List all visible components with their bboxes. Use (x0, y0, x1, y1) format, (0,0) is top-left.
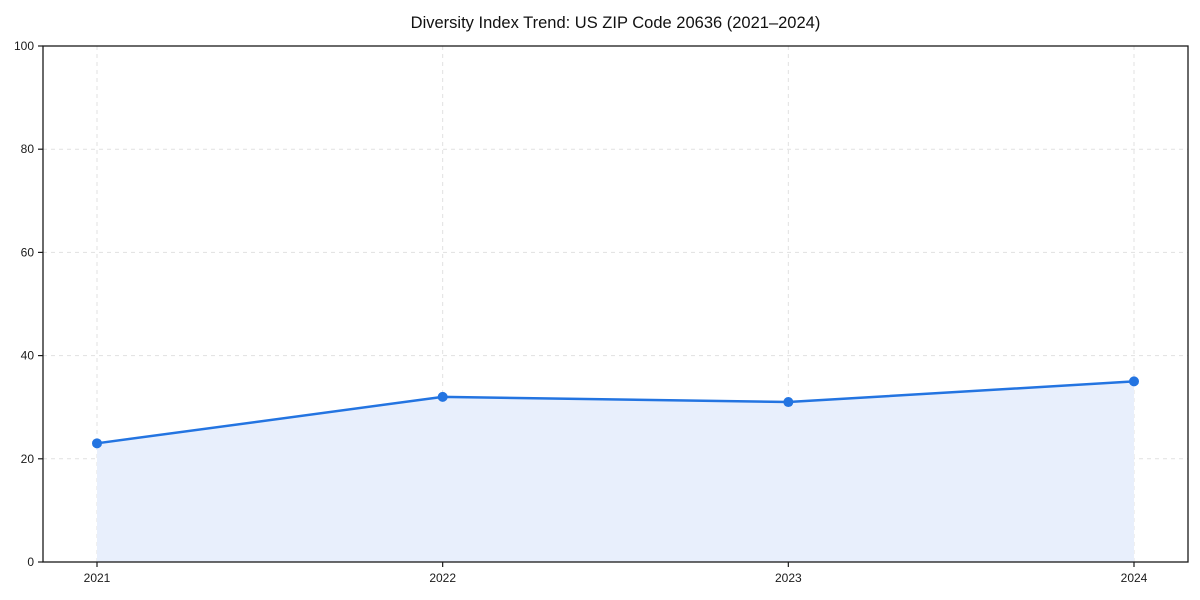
data-point-2022 (437, 391, 448, 402)
data-point-2021 (92, 438, 102, 449)
y-tick-label: 0 (27, 555, 34, 569)
x-tick-label: 2024 (1121, 571, 1148, 585)
y-tick-label: 100 (14, 39, 34, 53)
plot-border (42, 45, 1189, 563)
trend-line (95, 380, 1136, 445)
x-tick-label: 2022 (429, 571, 456, 585)
y-tick-label: 60 (21, 245, 35, 259)
y-tick-label: 80 (21, 142, 35, 156)
data-point-2024 (1129, 376, 1139, 387)
area-fill (97, 381, 1134, 562)
x-tick-label: 2021 (84, 571, 111, 585)
x-tick-label: 2023 (775, 571, 802, 585)
y-tick-label: 20 (21, 452, 35, 466)
y-tick-label: 40 (21, 349, 35, 363)
chart-title: Diversity Index Trend: US ZIP Code 20636… (410, 14, 821, 32)
data-point-2023 (783, 397, 794, 408)
